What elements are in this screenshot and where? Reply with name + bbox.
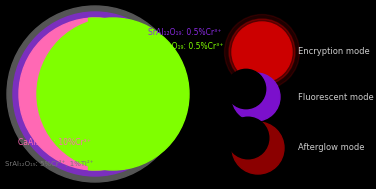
- Circle shape: [7, 6, 183, 182]
- Circle shape: [19, 18, 171, 170]
- Wedge shape: [88, 18, 171, 170]
- Circle shape: [227, 117, 269, 159]
- Text: CaAl₁₂O₁₉: 10%Cr³⁺: CaAl₁₂O₁₉: 10%Cr³⁺: [18, 138, 91, 147]
- Text: CaAl₁₂O₁₉: 0.5%Cr³⁺: CaAl₁₂O₁₉: 0.5%Cr³⁺: [148, 42, 223, 51]
- Circle shape: [13, 12, 177, 176]
- Circle shape: [232, 73, 280, 121]
- Text: SrAl₁₂O₁₉: 5%Cr³⁺, 1%Ti²⁺: SrAl₁₂O₁₉: 5%Cr³⁺, 1%Ti²⁺: [5, 160, 94, 167]
- Text: Encryption mode: Encryption mode: [298, 47, 370, 57]
- Circle shape: [232, 22, 292, 82]
- Text: Afterglow mode: Afterglow mode: [298, 143, 364, 153]
- Text: Fluorescent mode: Fluorescent mode: [298, 92, 374, 101]
- Circle shape: [226, 69, 266, 109]
- Circle shape: [224, 15, 300, 90]
- Text: SrAl₁₂O₁₉: 0.5%Cr³⁺: SrAl₁₂O₁₉: 0.5%Cr³⁺: [148, 28, 221, 37]
- Circle shape: [232, 122, 284, 174]
- Circle shape: [229, 19, 295, 85]
- Circle shape: [37, 18, 189, 170]
